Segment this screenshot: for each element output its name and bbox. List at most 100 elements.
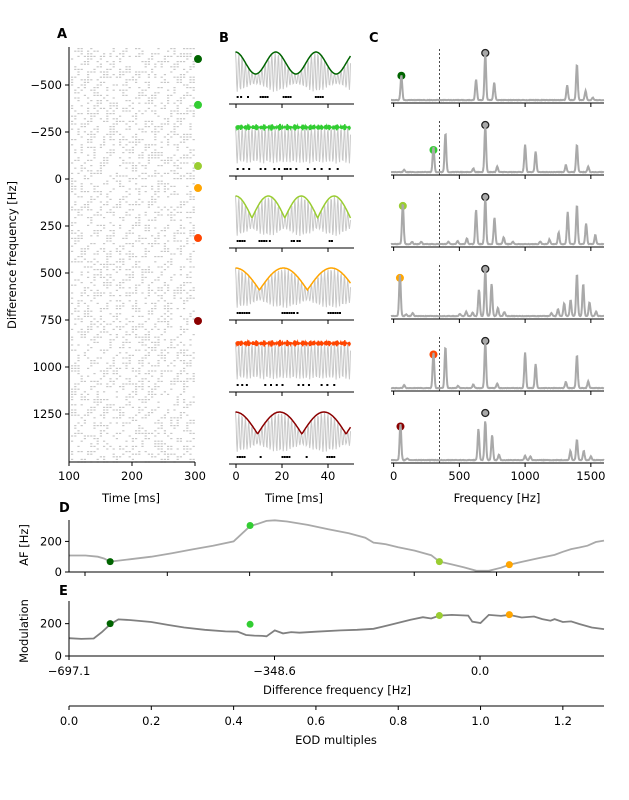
raster-spike (163, 191, 166, 193)
raster-spike (122, 414, 125, 416)
raster-spike (154, 386, 157, 388)
raster-spike (122, 422, 125, 424)
raster-spike (71, 224, 74, 226)
raster-spike (93, 172, 96, 174)
raster-spike (173, 89, 176, 91)
raster-spike (154, 97, 157, 99)
raster-spike (71, 284, 74, 286)
raster-spike (192, 422, 195, 424)
raster-spike (106, 406, 109, 408)
raster-spike (135, 300, 138, 302)
raster-spike (83, 315, 86, 317)
raster-spike (179, 352, 182, 354)
raster-spike (189, 79, 192, 81)
raster-spike (170, 113, 173, 115)
raster-spike (96, 438, 99, 440)
raster-spike (186, 211, 189, 213)
raster-spike (99, 102, 102, 104)
raster-spike (106, 193, 109, 195)
raster-spike (151, 144, 154, 146)
raster-spike (160, 287, 163, 289)
raster-spike (74, 362, 77, 364)
raster-spike (157, 53, 160, 55)
raster-spike (154, 149, 157, 151)
raster-spike (112, 373, 115, 375)
raster-spike (173, 425, 176, 427)
raster-spike (106, 269, 109, 271)
raster-spike (71, 76, 74, 78)
raster-spike (141, 292, 144, 294)
panel-label-c: C (369, 31, 379, 46)
raster-spike (154, 198, 157, 200)
raster-spike (131, 417, 134, 419)
raster-spike (87, 414, 90, 416)
raster-spike (80, 235, 83, 237)
raster-spike (183, 302, 186, 304)
raster-spike (157, 443, 160, 445)
raster-spike (151, 55, 154, 57)
raster-spike (128, 357, 131, 359)
raster-spike (147, 362, 150, 364)
raster-spike (176, 458, 179, 460)
raster-spike (131, 107, 134, 109)
raster-spike (144, 126, 147, 128)
raster-spike (93, 297, 96, 299)
raster-spike (90, 323, 93, 325)
raster-spike (189, 76, 192, 78)
raster-spike (93, 152, 96, 154)
panel-b-spike (245, 384, 248, 386)
raster-spike (144, 89, 147, 91)
raster-spike (154, 105, 157, 107)
raster-spike (141, 154, 144, 156)
raster-spike (128, 417, 131, 419)
raster-spike (144, 149, 147, 151)
raster-spike (87, 178, 90, 180)
raster-spike (186, 172, 189, 174)
raster-spike (176, 167, 179, 169)
raster-spike (106, 180, 109, 182)
raster-spike (109, 240, 112, 242)
raster-spike (109, 445, 112, 447)
raster-spike (125, 339, 128, 341)
raster-spike (147, 76, 150, 78)
raster-spike (173, 178, 176, 180)
raster-spike (96, 341, 99, 343)
raster-spike (144, 432, 147, 434)
raster-spike (80, 170, 83, 172)
raster-spike (109, 107, 112, 109)
raster-spike (112, 97, 115, 99)
raster-spike (109, 133, 112, 135)
raster-spike (160, 380, 163, 382)
raster-spike (141, 432, 144, 434)
raster-spike (77, 237, 80, 239)
raster-spike (189, 172, 192, 174)
raster-spike (186, 445, 189, 447)
raster-spike (119, 269, 122, 271)
raster-spike (135, 113, 138, 115)
raster-spike (125, 362, 128, 364)
raster-spike (71, 261, 74, 263)
raster-spike (125, 383, 128, 385)
raster-spike (96, 425, 99, 427)
raster-spike (125, 295, 128, 297)
raster-spike (157, 232, 160, 234)
raster-spike (147, 100, 150, 102)
raster-spike (122, 94, 125, 96)
raster-spike (77, 344, 80, 346)
raster-spike (93, 214, 96, 216)
raster-spike (122, 162, 125, 164)
raster-spike (154, 383, 157, 385)
raster-spike (170, 448, 173, 450)
raster-spike (106, 266, 109, 268)
raster-spike (160, 422, 163, 424)
raster-spike (103, 136, 106, 138)
panel-b-spike (236, 456, 239, 458)
raster-spike (93, 89, 96, 91)
panel-b-spike (236, 168, 239, 170)
raster-spike (103, 144, 106, 146)
raster-spike (90, 339, 93, 341)
raster-spike (87, 271, 90, 273)
raster-spike (151, 365, 154, 367)
raster-spike (189, 261, 192, 263)
raster-spike (83, 292, 86, 294)
